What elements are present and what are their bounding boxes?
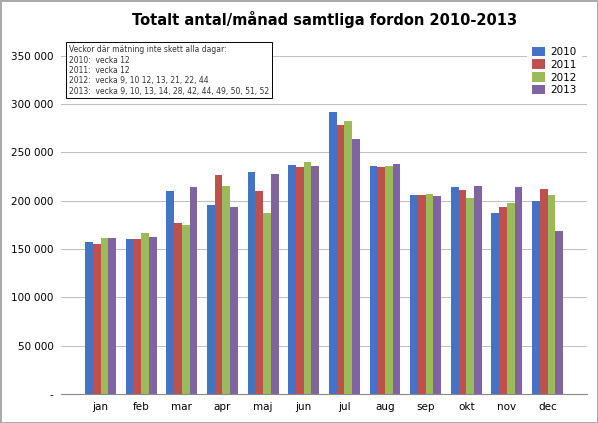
- Bar: [255, 191, 263, 394]
- Bar: [499, 206, 507, 394]
- Bar: [466, 198, 474, 394]
- Bar: [426, 194, 434, 394]
- Bar: [393, 164, 401, 394]
- Bar: [312, 166, 319, 394]
- Bar: [207, 205, 215, 394]
- Bar: [263, 213, 271, 394]
- Bar: [85, 242, 93, 394]
- Bar: [149, 236, 157, 394]
- Bar: [556, 231, 563, 394]
- Bar: [474, 186, 482, 394]
- Bar: [329, 112, 337, 394]
- Bar: [141, 233, 149, 394]
- Title: Totalt antal/månad samtliga fordon 2010-2013: Totalt antal/månad samtliga fordon 2010-…: [132, 11, 517, 28]
- Bar: [190, 187, 197, 394]
- Bar: [548, 195, 556, 394]
- Bar: [459, 190, 466, 394]
- Bar: [222, 186, 230, 394]
- Bar: [133, 239, 141, 394]
- Bar: [507, 203, 515, 394]
- Bar: [100, 239, 108, 394]
- Bar: [215, 175, 222, 394]
- Bar: [230, 206, 238, 394]
- Bar: [352, 139, 360, 394]
- Bar: [492, 213, 499, 394]
- Bar: [540, 189, 548, 394]
- Bar: [108, 239, 116, 394]
- Bar: [271, 173, 279, 394]
- Bar: [337, 125, 344, 394]
- Bar: [532, 201, 540, 394]
- Bar: [515, 187, 523, 394]
- Bar: [304, 162, 312, 394]
- Bar: [344, 121, 352, 394]
- Bar: [288, 165, 296, 394]
- Bar: [296, 167, 304, 394]
- Bar: [166, 191, 174, 394]
- Bar: [126, 239, 133, 394]
- Bar: [182, 225, 190, 394]
- Bar: [434, 196, 441, 394]
- Bar: [248, 172, 255, 394]
- Bar: [370, 166, 377, 394]
- Bar: [410, 195, 418, 394]
- Bar: [451, 187, 459, 394]
- Text: Veckor där mätning inte skett alla dagar:
2010:  vecka 12
2011:  vecka 12
2012: : Veckor där mätning inte skett alla dagar…: [69, 45, 269, 96]
- Bar: [174, 223, 182, 394]
- Bar: [377, 167, 385, 394]
- Bar: [418, 195, 426, 394]
- Legend: 2010, 2011, 2012, 2013: 2010, 2011, 2012, 2013: [527, 41, 582, 101]
- Bar: [385, 166, 393, 394]
- Bar: [93, 244, 100, 394]
